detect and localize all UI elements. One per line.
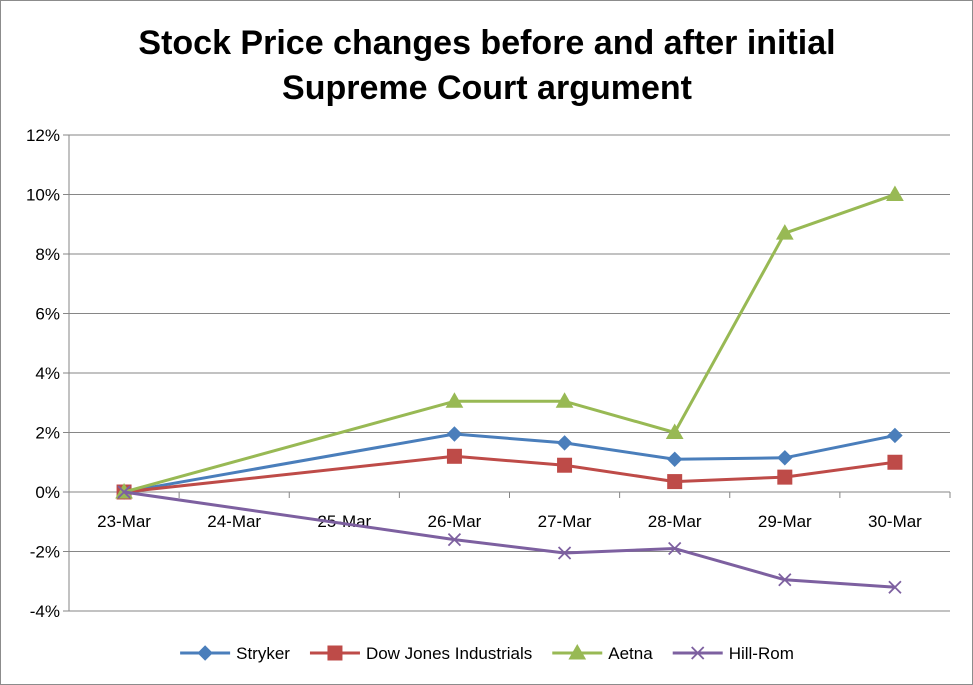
- data-point-aetna: [665, 423, 684, 439]
- data-point-aetna: [886, 185, 904, 201]
- x-axis-tick-labels: 23-Mar 24-Mar 25-Mar 26-Mar 27-Mar 28-Mar 29-M…: [97, 512, 922, 531]
- series-line-dow-jones-industrials: [123, 454, 896, 494]
- chart-title-line-2: Supreme Court argument: [282, 69, 692, 107]
- data-point-dow-jones-industrials: [777, 469, 793, 485]
- legend-label-dow-jones-industrials: Dow Jones Industrials: [366, 644, 532, 663]
- data-point-hill-rom: [557, 546, 572, 560]
- series-line-aetna: [123, 193, 896, 494]
- data-point-hill-rom: [778, 573, 792, 587]
- legend: Stryker Dow Jones Industrials Aetna Hill-Ro…: [180, 643, 794, 663]
- y-tick-label: 2%: [35, 424, 60, 443]
- legend-label-stryker: Stryker: [236, 644, 290, 663]
- y-tick-label: -2%: [30, 543, 60, 562]
- x-tick-label: 30-Mar: [868, 512, 922, 531]
- y-tick-label: 10%: [26, 186, 60, 205]
- data-series: [115, 185, 904, 594]
- y-tick-label: 0%: [35, 483, 60, 502]
- data-point-stryker: [446, 426, 463, 442]
- legend-entry-stryker: Stryker: [180, 644, 290, 663]
- legend-marker-stryker: [197, 645, 213, 661]
- data-point-dow-jones-industrials: [446, 448, 462, 464]
- axes: [63, 134, 951, 612]
- y-tick-label: 8%: [35, 245, 60, 264]
- legend-label-hill-rom: Hill-Rom: [729, 644, 794, 663]
- x-tick-label: 29-Mar: [758, 512, 812, 531]
- data-point-stryker: [777, 450, 793, 466]
- legend-label-aetna: Aetna: [608, 644, 653, 663]
- data-point-aetna: [775, 224, 794, 240]
- data-point-dow-jones-industrials: [887, 454, 903, 470]
- data-point-aetna: [555, 392, 574, 408]
- legend-entry-dow-jones-industrials: Dow Jones Industrials: [309, 644, 532, 663]
- legend-marker-aetna: [568, 643, 587, 660]
- y-axis-tick-labels: 12% 10% 8% 6% 4% 2% 0% -2% -4%: [26, 126, 60, 621]
- y-tick-label: 12%: [26, 126, 60, 145]
- legend-marker-dow-jones-industrials: [327, 645, 343, 661]
- series-line-hill-rom: [123, 490, 896, 589]
- legend-entry-hill-rom: Hill-Rom: [672, 644, 794, 663]
- chart-title-line-1: Stock Price changes before and after ini…: [138, 24, 835, 62]
- data-point-hill-rom: [447, 532, 462, 547]
- x-tick-label: 23-Mar: [97, 512, 151, 531]
- data-point-dow-jones-industrials: [667, 474, 683, 490]
- data-point-hill-rom: [117, 485, 131, 499]
- data-point-dow-jones-industrials: [557, 457, 573, 473]
- y-tick-label: 6%: [35, 305, 60, 324]
- data-point-aetna: [445, 392, 464, 408]
- x-tick-label: 26-Mar: [428, 512, 482, 531]
- legend-marker-hill-rom: [691, 646, 705, 660]
- x-tick-label: 27-Mar: [538, 512, 592, 531]
- y-tick-label: 4%: [35, 364, 60, 383]
- data-point-stryker: [556, 435, 573, 451]
- data-point-stryker: [887, 427, 903, 444]
- y-tick-label: -4%: [30, 602, 60, 621]
- series-line-stryker: [123, 432, 896, 494]
- data-point-hill-rom: [668, 541, 682, 556]
- data-point-hill-rom: [888, 580, 902, 594]
- gridlines: [69, 134, 950, 612]
- x-tick-label: 24-Mar: [207, 512, 261, 531]
- data-point-stryker: [666, 451, 683, 467]
- legend-entry-aetna: Aetna: [552, 643, 653, 663]
- x-tick-label: 28-Mar: [648, 512, 702, 531]
